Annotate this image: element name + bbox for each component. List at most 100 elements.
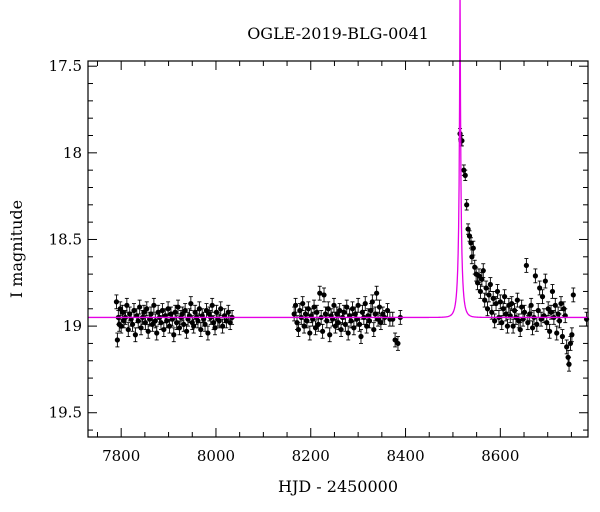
data-point (344, 304, 350, 310)
data-point (322, 311, 329, 317)
data-point (349, 306, 356, 312)
data-point (509, 300, 515, 307)
data-point (219, 323, 226, 329)
data-point (547, 328, 553, 334)
data-point (317, 290, 323, 296)
data-point (297, 307, 303, 314)
data-point (315, 321, 321, 327)
data-points (113, 131, 590, 367)
data-point (552, 302, 558, 308)
data-point (371, 326, 377, 333)
data-point (331, 302, 337, 308)
data-point (168, 311, 174, 317)
data-point (161, 326, 167, 333)
data-point (319, 328, 326, 334)
data-point (304, 318, 310, 324)
data-point (368, 307, 374, 314)
data-point (548, 309, 554, 315)
data-point (300, 300, 306, 307)
data-point (114, 337, 120, 343)
data-point (165, 306, 171, 312)
data-point (465, 226, 471, 232)
x-tick-label: 8600 (481, 447, 519, 465)
data-point (149, 321, 156, 327)
x-tick-label: 8000 (197, 447, 235, 465)
data-point (213, 309, 220, 315)
data-point (305, 306, 311, 312)
data-point (378, 320, 384, 326)
plot-frame (87, 60, 589, 438)
data-point (529, 325, 536, 331)
data-point (141, 309, 147, 315)
data-point (159, 307, 166, 314)
data-point (155, 309, 161, 315)
data-point (528, 302, 534, 308)
data-point (203, 307, 210, 314)
data-point (554, 330, 560, 336)
data-point (366, 318, 373, 324)
data-point (181, 321, 187, 327)
data-point (561, 306, 567, 312)
data-point (392, 337, 398, 343)
data-point (503, 311, 509, 317)
data-point (545, 306, 551, 312)
x-axis-ticks: 7800 8000 8200 8400 8600 (96, 61, 572, 465)
data-point (362, 300, 368, 307)
data-point (493, 300, 499, 307)
data-point (483, 285, 489, 291)
data-point (482, 297, 488, 303)
data-point (484, 306, 491, 312)
data-point (384, 307, 391, 314)
model-curve (88, 0, 588, 319)
data-point (479, 276, 485, 282)
data-point (324, 318, 330, 324)
data-point (127, 311, 133, 317)
data-point (321, 292, 327, 298)
data-point (216, 318, 222, 324)
data-point (558, 300, 564, 307)
data-point (352, 311, 358, 317)
data-point (469, 254, 475, 260)
data-point (470, 245, 476, 251)
data-point (171, 332, 177, 338)
x-axis-label: HJD - 2450000 (278, 477, 398, 496)
data-point (499, 320, 505, 326)
data-point (521, 309, 528, 315)
data-point (358, 333, 364, 340)
data-point (205, 330, 211, 336)
data-point (487, 281, 493, 288)
data-point (164, 318, 170, 324)
data-point (461, 167, 467, 173)
data-point (195, 318, 201, 324)
data-point (301, 323, 307, 329)
data-point (158, 320, 164, 326)
data-point (549, 288, 556, 295)
data-point (312, 325, 319, 331)
data-point (472, 264, 478, 270)
data-point (542, 278, 548, 284)
data-point (198, 326, 204, 333)
data-point (218, 306, 224, 312)
data-point (172, 309, 178, 315)
data-point (376, 304, 383, 310)
data-point (492, 318, 498, 324)
data-point (489, 309, 495, 315)
data-point (179, 311, 185, 317)
data-point (113, 299, 120, 305)
data-point (337, 307, 343, 314)
data-point (154, 330, 160, 336)
data-point (302, 311, 309, 317)
data-point (314, 309, 320, 315)
data-point (348, 318, 354, 324)
data-point (345, 330, 351, 336)
data-point (338, 326, 344, 333)
data-point (174, 320, 180, 326)
data-point (191, 323, 197, 329)
data-point (500, 306, 506, 312)
data-point (311, 304, 317, 310)
data-point (142, 320, 148, 326)
data-point (125, 326, 131, 333)
y-tick-label: 19.5 (49, 404, 82, 422)
data-point (544, 320, 550, 326)
